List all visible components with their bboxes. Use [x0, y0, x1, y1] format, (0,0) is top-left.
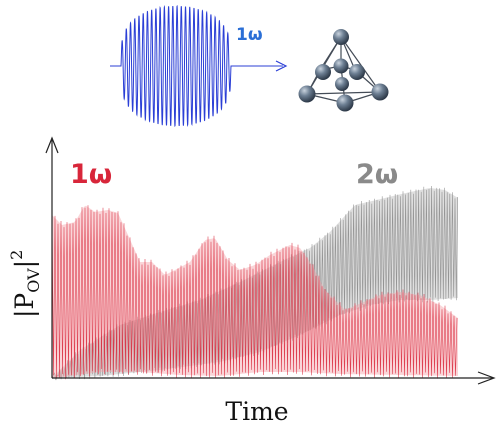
atom: [298, 85, 316, 103]
x-axis-arrow: [477, 371, 496, 385]
cluster-atoms: [298, 29, 389, 112]
atom: [315, 64, 331, 80]
series-1w-label: 1ω: [70, 159, 112, 190]
atom: [333, 29, 349, 45]
atom: [335, 77, 349, 91]
y-axis-label: |POV|2: [7, 250, 43, 318]
pulse-waveform: [110, 4, 236, 128]
atom: [349, 64, 365, 80]
pulse-label: 1ω: [236, 25, 263, 45]
axes: [45, 136, 496, 385]
series-2w-label: 2ω: [356, 159, 398, 190]
y-axis-arrow: [45, 136, 59, 154]
pulse-arrow-head: [275, 60, 288, 72]
x-axis-label: Time: [225, 397, 288, 426]
laser-pulse: 1ω: [110, 4, 288, 128]
series-2w-trace: [51, 185, 458, 381]
atom: [336, 94, 354, 112]
atom: [371, 83, 389, 101]
series-1w-envelope: [52, 205, 458, 378]
atom: [333, 58, 349, 74]
